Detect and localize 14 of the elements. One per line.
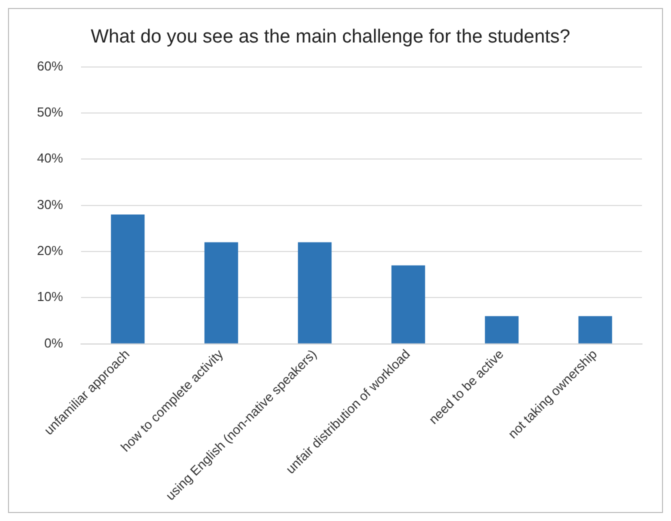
y-tick-label: 50% xyxy=(36,104,64,120)
chart-title: What do you see as the main challenge for the students? xyxy=(90,26,570,48)
y-tick-label: 10% xyxy=(36,289,64,304)
y-tick-label: 0% xyxy=(44,335,64,350)
y-tick-label: 60% xyxy=(36,58,64,74)
bar xyxy=(110,214,145,344)
bar xyxy=(391,265,426,344)
bar xyxy=(578,316,612,344)
y-tick-label: 20% xyxy=(36,243,64,258)
y-tick-label: 30% xyxy=(36,196,64,212)
bar xyxy=(204,242,238,344)
y-tick-label: 40% xyxy=(36,150,64,166)
bar xyxy=(298,242,332,344)
bar xyxy=(484,316,519,344)
